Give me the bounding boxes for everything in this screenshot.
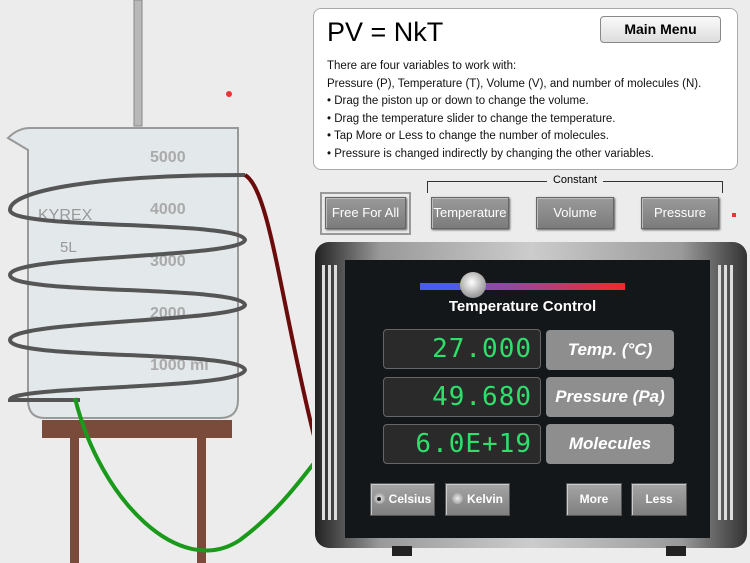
- beaker[interactable]: [6, 127, 239, 419]
- info-line: • Drag the temperature slider to change …: [327, 112, 616, 125]
- less-molecules-button[interactable]: Less: [631, 483, 687, 516]
- kelvin-radio[interactable]: Kelvin: [445, 483, 510, 516]
- constant-bracket: Constant: [427, 174, 723, 193]
- grille: [724, 265, 727, 520]
- kelvin-label: Kelvin: [466, 492, 503, 506]
- celsius-label: Celsius: [388, 492, 432, 506]
- mark-4000: 4000: [150, 201, 186, 218]
- device-foot: [392, 546, 412, 556]
- celsius-radio[interactable]: Celsius: [370, 483, 435, 516]
- temperature-label: Temp. (°C): [546, 330, 674, 370]
- pressure-constant-button[interactable]: Pressure: [641, 197, 719, 229]
- grille: [334, 265, 337, 520]
- grille: [322, 265, 325, 520]
- info-line: There are four variables to work with:: [327, 60, 517, 72]
- volume-constant-button[interactable]: Volume: [536, 197, 614, 229]
- red-wire: [243, 173, 312, 437]
- temperature-slider-track[interactable]: [420, 283, 625, 290]
- info-line: • Pressure is changed indirectly by chan…: [327, 147, 654, 160]
- mark-1000: 1000 ml: [150, 357, 209, 374]
- indicator-light: [226, 91, 232, 97]
- formula-title: PV = NkT: [327, 17, 444, 47]
- grille: [730, 265, 733, 520]
- info-line: Pressure (P), Temperature (T), Volume (V…: [327, 77, 702, 90]
- temperature-constant-button[interactable]: Temperature: [431, 197, 509, 229]
- indicator-light: [732, 213, 736, 217]
- grille: [328, 265, 331, 520]
- radio-selected-icon: [373, 493, 385, 504]
- temperature-slider-knob[interactable]: [460, 272, 487, 298]
- selected-mode-frame: [320, 192, 411, 235]
- more-molecules-button[interactable]: More: [566, 483, 622, 516]
- green-wire: [73, 397, 312, 553]
- info-line: • Drag the piston up or down to change t…: [327, 95, 589, 107]
- table-top: [42, 420, 232, 438]
- main-menu-button[interactable]: Main Menu: [600, 16, 721, 43]
- temperature-control-title: Temperature Control: [448, 298, 597, 315]
- beaker-size: 5L: [60, 239, 77, 256]
- radio-unselected-icon: [451, 493, 463, 504]
- free-for-all-button[interactable]: Free For All: [325, 197, 406, 229]
- temperature-display: 27.000: [383, 329, 541, 369]
- molecules-display: 6.0E+19: [383, 424, 541, 464]
- info-panel: PV = NkT There are four variables to wor…: [313, 8, 738, 170]
- piston-rod[interactable]: [133, 0, 143, 127]
- mark-3000: 3000: [150, 253, 186, 270]
- constant-label: Constant: [546, 174, 604, 186]
- table-leg: [70, 438, 79, 563]
- info-line: • Tap More or Less to change the number …: [327, 130, 609, 142]
- device-foot: [666, 546, 686, 556]
- pressure-label: Pressure (Pa): [546, 377, 674, 417]
- heating-coil: [7, 173, 248, 402]
- mark-5000: 5000: [150, 149, 186, 166]
- beaker-apparatus: KYREX 5L 5000 4000 3000 2000 1000 ml: [6, 0, 312, 563]
- pressure-display: 49.680: [383, 377, 541, 417]
- table-leg: [197, 438, 206, 563]
- grille: [718, 265, 721, 520]
- molecules-label: Molecules: [546, 424, 674, 464]
